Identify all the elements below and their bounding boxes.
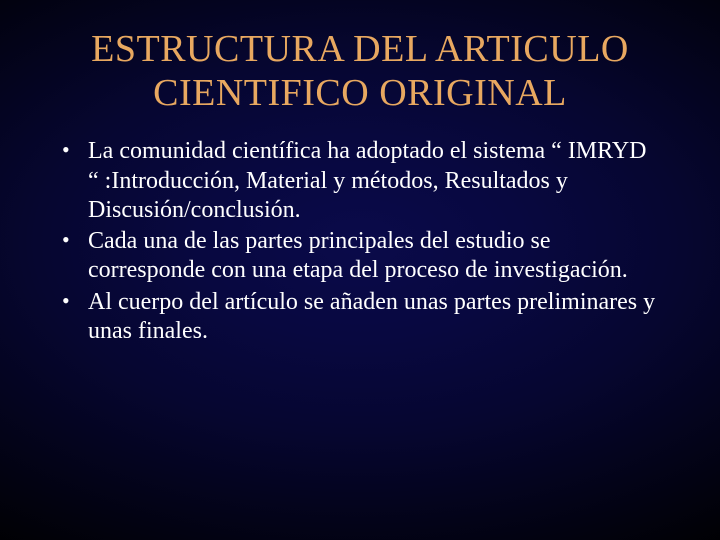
title-line-2: CIENTIFICO ORIGINAL <box>153 72 567 114</box>
bullet-text: Cada una de las partes principales del e… <box>88 228 628 283</box>
list-item: La comunidad científica ha adoptado el s… <box>50 137 660 225</box>
list-item: Cada una de las partes principales del e… <box>50 227 660 286</box>
title-line-1: ESTRUCTURA DEL ARTICULO <box>91 28 629 70</box>
bullet-text: La comunidad científica ha adoptado el s… <box>88 138 647 223</box>
slide-title: ESTRUCTURA DEL ARTICULO CIENTIFICO ORIGI… <box>0 0 720 115</box>
bullet-text: Al cuerpo del artículo se añaden unas pa… <box>88 289 655 344</box>
bullet-list: La comunidad científica ha adoptado el s… <box>50 137 660 346</box>
slide: ESTRUCTURA DEL ARTICULO CIENTIFICO ORIGI… <box>0 0 720 540</box>
slide-body: La comunidad científica ha adoptado el s… <box>0 115 720 346</box>
list-item: Al cuerpo del artículo se añaden unas pa… <box>50 288 660 347</box>
